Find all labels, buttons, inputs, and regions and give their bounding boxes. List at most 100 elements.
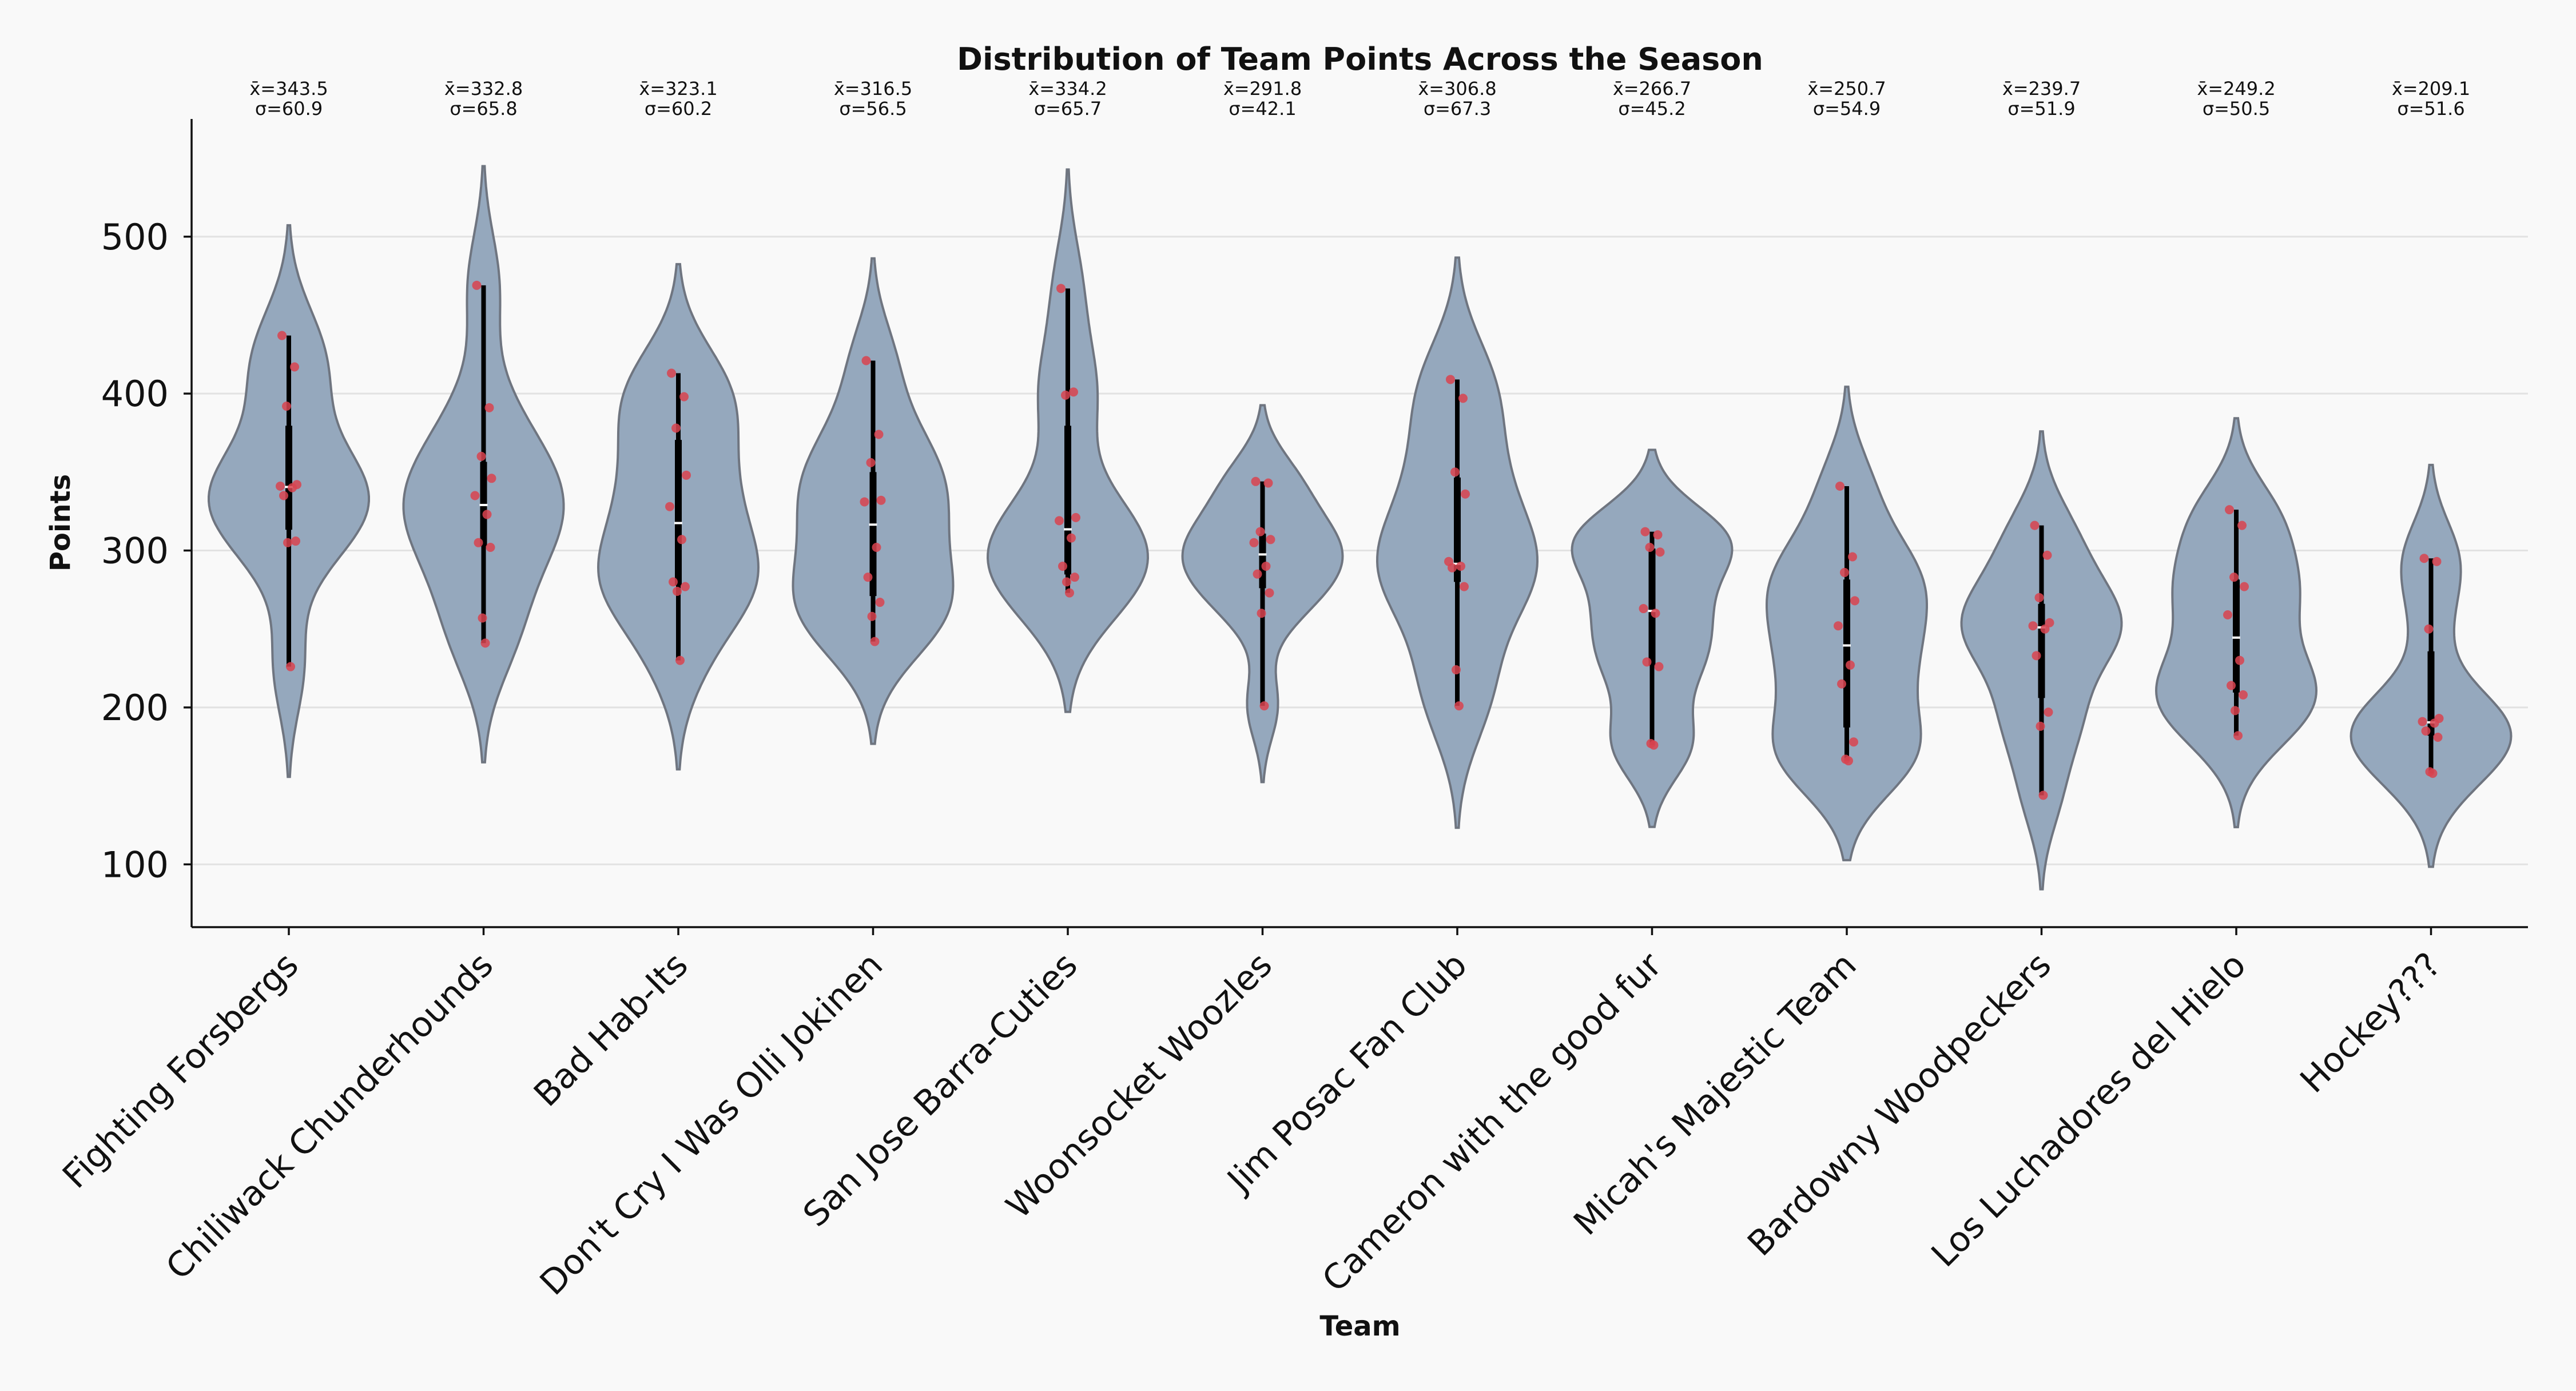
data-point: [2233, 731, 2243, 741]
data-point: [2040, 624, 2050, 634]
violin-group: [1181, 404, 1344, 784]
data-point: [2419, 554, 2429, 563]
data-point: [2042, 550, 2052, 560]
violin-group: [208, 224, 370, 778]
data-point: [2433, 733, 2443, 742]
mean-label: x̄=316.5: [834, 78, 912, 100]
data-point: [1461, 489, 1470, 499]
chart-title: Distribution of Team Points Across the S…: [957, 41, 1763, 77]
mean-label: x̄=250.7: [1807, 78, 1886, 100]
data-point: [682, 470, 691, 480]
mean-label: x̄=343.5: [249, 78, 328, 100]
mean-label: x̄=239.7: [2002, 78, 2081, 100]
data-point: [669, 577, 678, 587]
data-point: [1448, 563, 1457, 573]
data-point: [2032, 651, 2041, 661]
grid-layer: [192, 236, 2528, 865]
mean-label: x̄=249.2: [2197, 78, 2275, 100]
std-label: σ=56.5: [839, 98, 907, 120]
x-axis-title: Team: [1319, 1310, 1400, 1342]
data-point: [283, 538, 292, 547]
data-point: [1452, 665, 1461, 675]
data-point: [1069, 387, 1078, 397]
data-point: [478, 613, 487, 623]
data-point: [470, 491, 480, 500]
data-point: [2229, 573, 2239, 582]
std-label: σ=65.7: [1034, 98, 1102, 120]
data-point: [1065, 588, 1074, 598]
data-point: [484, 403, 494, 412]
data-point: [2223, 610, 2232, 620]
data-point: [1840, 567, 1849, 577]
axis-layer: [184, 119, 2528, 935]
data-point: [2237, 520, 2247, 530]
data-point: [1850, 596, 1859, 606]
violin-group: [1960, 430, 2123, 891]
y-tick-label-400: 400: [101, 373, 169, 415]
data-point: [279, 491, 288, 500]
y-axis-title: Points: [45, 474, 77, 571]
data-point: [1255, 527, 1265, 536]
violin-group: [1766, 385, 1928, 861]
data-point: [1849, 737, 1858, 747]
data-point: [872, 543, 881, 553]
std-label: σ=60.9: [255, 98, 323, 120]
std-label: σ=60.2: [645, 98, 712, 120]
mean-label: x̄=291.8: [1223, 78, 1302, 100]
std-label: σ=65.8: [450, 98, 517, 120]
std-label: σ=42.1: [1229, 98, 1296, 120]
data-point: [2030, 520, 2040, 530]
data-point: [290, 362, 299, 372]
data-point: [677, 535, 686, 545]
data-point: [2036, 721, 2045, 731]
std-label: σ=45.2: [1618, 98, 1685, 120]
data-point: [2430, 718, 2439, 728]
violin-group: [792, 257, 955, 745]
data-point: [876, 495, 886, 505]
data-point: [2038, 790, 2048, 800]
data-point: [870, 637, 880, 646]
data-point: [1266, 535, 1275, 545]
data-point: [1261, 561, 1271, 571]
violin-group: [1571, 448, 1734, 828]
data-point: [2227, 681, 2236, 690]
data-point: [472, 280, 482, 290]
violin-group: [2350, 463, 2513, 868]
data-point: [276, 482, 285, 491]
std-label: σ=51.9: [2007, 98, 2075, 120]
mean-label: x̄=306.8: [1418, 78, 1496, 100]
mean-label: x̄=334.2: [1028, 78, 1107, 100]
data-point: [1454, 701, 1464, 711]
data-point: [1835, 482, 1844, 491]
data-point: [1071, 512, 1080, 522]
y-tick-label-300: 300: [101, 530, 169, 572]
data-point: [291, 536, 300, 546]
mean-label: x̄=323.1: [639, 78, 717, 100]
y-tick-label-500: 500: [101, 216, 169, 258]
data-point: [2231, 706, 2240, 716]
violin-group: [1376, 256, 1539, 829]
data-point: [1446, 375, 1455, 384]
data-point: [2424, 624, 2434, 634]
data-point: [874, 430, 884, 439]
data-point: [1639, 604, 1648, 614]
data-point: [1456, 561, 1465, 571]
y-tick-label-100: 100: [101, 844, 169, 885]
data-point: [1848, 552, 1857, 562]
violin-layer: [208, 165, 2513, 891]
data-point: [476, 451, 486, 461]
data-point: [2239, 690, 2248, 700]
data-point: [1263, 478, 1273, 488]
data-point: [482, 510, 492, 519]
data-point: [277, 331, 287, 340]
data-point: [1055, 516, 1064, 526]
data-point: [286, 662, 295, 671]
data-point: [681, 582, 690, 591]
data-point: [2432, 557, 2442, 566]
data-point: [866, 458, 876, 467]
data-point: [2045, 618, 2054, 627]
data-point: [1249, 538, 1259, 547]
violin-group: [597, 263, 760, 771]
data-point: [1251, 476, 1261, 486]
